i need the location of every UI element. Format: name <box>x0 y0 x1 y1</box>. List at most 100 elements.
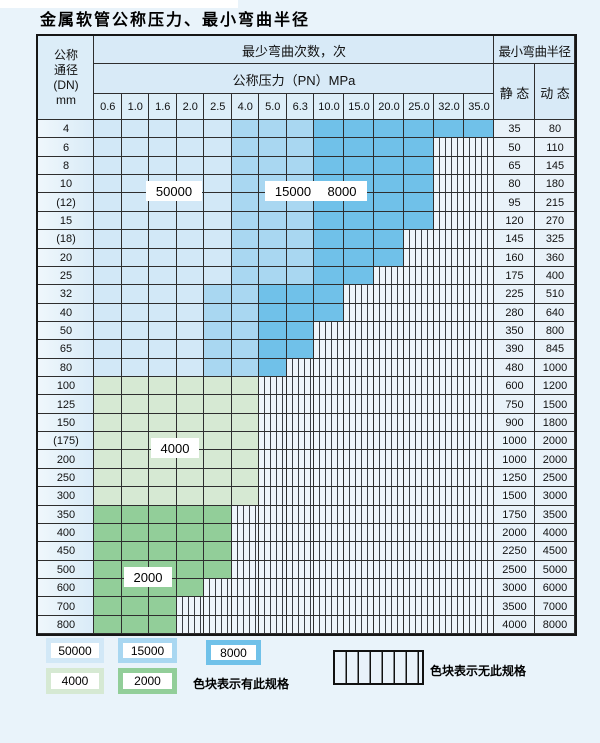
no-spec-cell <box>464 468 494 488</box>
spec-cell <box>231 138 259 157</box>
spec-cell <box>286 340 314 359</box>
spec-cell <box>94 413 122 433</box>
spec-cell <box>121 285 149 304</box>
no-spec-cell <box>344 432 374 451</box>
no-spec-cell <box>434 468 464 488</box>
static-radius-value: 35 <box>494 120 535 139</box>
no-spec-cell <box>434 578 464 598</box>
spec-cell <box>94 211 122 231</box>
spec-cell <box>204 523 232 543</box>
spec-cell <box>121 487 149 506</box>
dynamic-radius-value: 3500 <box>535 505 575 524</box>
spec-cell <box>374 193 404 212</box>
no-spec-cell <box>404 450 434 469</box>
dynamic-radius-value: 400 <box>535 266 575 286</box>
spec-cell <box>149 156 177 176</box>
no-spec-cell <box>404 358 434 378</box>
spec-cell <box>231 230 259 249</box>
dn-cell: 40 <box>38 303 94 322</box>
dn-cell: 50 <box>38 321 94 341</box>
no-spec-cell <box>374 377 404 396</box>
dynamic-radius-value: 1000 <box>535 358 575 378</box>
no-spec-cell <box>464 505 494 524</box>
spec-cell <box>176 266 204 286</box>
spec-cell <box>231 211 259 231</box>
dn-header-line: 公称 <box>53 48 78 62</box>
no-spec-cell <box>286 468 314 488</box>
no-spec-cell <box>464 358 494 378</box>
spec-cell <box>344 120 374 139</box>
no-spec-cell <box>259 413 287 433</box>
spec-cell <box>204 450 232 469</box>
pressure-header-1.0: 1.0 <box>121 94 149 120</box>
static-radius-value: 120 <box>494 211 535 231</box>
spec-cell <box>204 377 232 396</box>
no-spec-cell <box>314 560 344 579</box>
no-spec-cell <box>464 303 494 322</box>
static-radius-value: 900 <box>494 413 535 433</box>
spec-cell <box>204 285 232 304</box>
no-spec-cell <box>404 615 434 635</box>
no-spec-cell <box>286 432 314 451</box>
no-spec-cell <box>176 615 204 635</box>
spec-cell <box>176 156 204 176</box>
no-spec-cell <box>314 487 344 506</box>
no-spec-cell <box>374 505 404 524</box>
no-spec-cell <box>314 468 344 488</box>
spec-cell <box>404 193 434 212</box>
spec-cell <box>314 266 344 286</box>
dynamic-column-header: 动 态 <box>535 64 575 120</box>
no-spec-cell <box>374 395 404 414</box>
no-spec-cell <box>374 321 404 341</box>
dn-cell: 600 <box>38 578 94 598</box>
spec-cell <box>121 505 149 524</box>
no-spec-cell <box>286 578 314 598</box>
no-spec-cell <box>434 175 464 194</box>
spec-cell <box>149 413 177 433</box>
no-spec-cell <box>314 413 344 433</box>
spec-cell <box>231 303 259 322</box>
spec-cell <box>94 615 122 635</box>
no-spec-cell <box>464 413 494 433</box>
spec-cell <box>149 377 177 396</box>
no-spec-cell <box>464 377 494 396</box>
no-spec-cell <box>259 432 287 451</box>
spec-cell <box>231 413 259 433</box>
no-spec-cell <box>404 523 434 543</box>
spec-cell <box>149 615 177 635</box>
spec-cell <box>94 597 122 616</box>
no-spec-cell <box>404 266 434 286</box>
no-spec-cell <box>434 505 464 524</box>
dn-cell: 450 <box>38 542 94 561</box>
spec-cell <box>121 395 149 414</box>
spec-cell <box>176 578 204 598</box>
no-spec-cell <box>434 542 464 561</box>
spec-cell <box>204 487 232 506</box>
dynamic-radius-value: 360 <box>535 248 575 267</box>
spec-cell <box>404 211 434 231</box>
spec-cell <box>231 468 259 488</box>
spec-cell <box>94 303 122 322</box>
dn-cell: 125 <box>38 395 94 414</box>
no-spec-cell <box>464 560 494 579</box>
no-spec-cell <box>464 487 494 506</box>
no-spec-cell <box>286 450 314 469</box>
spec-cell <box>121 450 149 469</box>
no-spec-cell <box>344 505 374 524</box>
spec-cell <box>149 468 177 488</box>
spec-cell <box>176 120 204 139</box>
legend-swatch-2000: 2000 <box>118 668 177 694</box>
no-spec-cell <box>259 450 287 469</box>
spec-cell <box>231 432 259 451</box>
no-spec-cell <box>404 505 434 524</box>
no-spec-cell <box>434 340 464 359</box>
no-spec-cell <box>404 321 434 341</box>
no-spec-cell <box>286 560 314 579</box>
no-spec-cell <box>434 248 464 267</box>
spec-cell <box>404 138 434 157</box>
no-spec-cell <box>231 523 259 543</box>
no-spec-cell <box>434 413 464 433</box>
bend-count-label-4000: 4000 <box>151 438 199 458</box>
no-spec-cell <box>344 340 374 359</box>
no-spec-cell <box>344 542 374 561</box>
